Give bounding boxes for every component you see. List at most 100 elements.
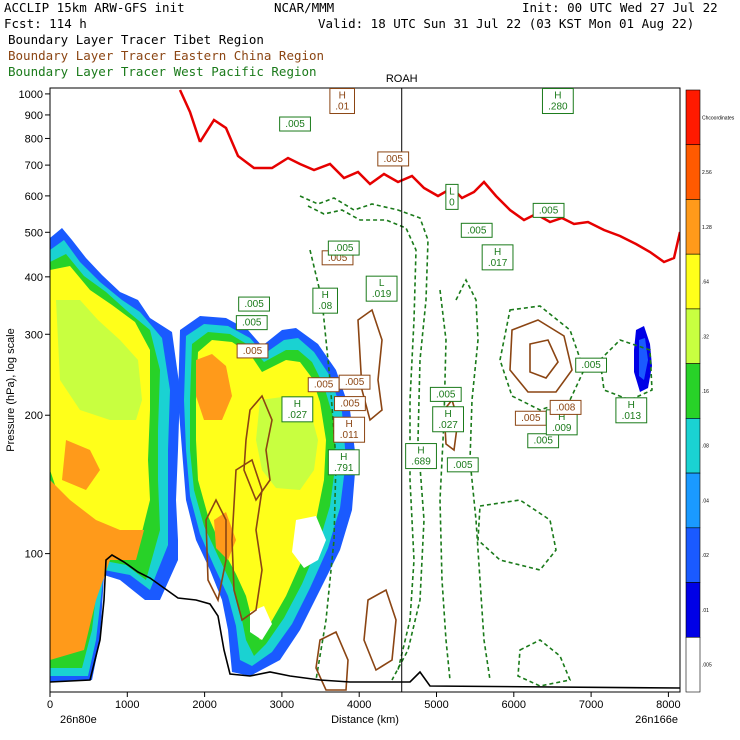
contour-label: H.08 — [312, 287, 338, 314]
contour-label: .005 — [307, 377, 340, 393]
x-axis: 0 1000 2000 3000 4000 5000 6000 7000 8000 — [47, 692, 681, 711]
colorbar-label: .64 — [702, 280, 709, 286]
contour-label: .005 — [238, 296, 270, 312]
svg-text:.005: .005 — [244, 299, 264, 310]
svg-text:.005: .005 — [242, 318, 262, 329]
header-title: ACCLIP 15km ARW-GFS init — [4, 0, 185, 15]
header-init: Init: 00 UTC Wed 27 Jul 22 — [522, 0, 718, 15]
svg-text:.011: .011 — [340, 430, 359, 441]
colorbar-label: 1.28 — [702, 225, 712, 231]
svg-text:.791: .791 — [334, 463, 354, 474]
contour-labels: H.791H.011.005.005H.689.005H.027.005.005… — [235, 88, 648, 476]
contour-label: H.013 — [615, 397, 648, 424]
colorbar-swatch — [685, 527, 701, 583]
colorbar-label: Chcoordinates — [702, 115, 735, 121]
contour-label: L.019 — [365, 275, 398, 302]
colorbar-swatch — [685, 472, 701, 529]
y-tick-label: 100 — [25, 549, 43, 561]
contour-label: H.280 — [541, 88, 574, 115]
westpac-contour-6 — [477, 499, 557, 571]
legend-tibet: Boundary Layer Tracer Tibet Region — [8, 32, 264, 47]
westpac-contour-7 — [599, 339, 653, 401]
contour-label: .005 — [235, 315, 268, 331]
header-forecast: Fcst: 114 h — [4, 16, 87, 31]
y-tick-label: 700 — [25, 160, 43, 172]
field-mid-orange2 — [214, 512, 236, 560]
svg-text:H: H — [417, 446, 424, 457]
svg-text:.01: .01 — [335, 102, 349, 113]
colorbar-label: .08 — [702, 444, 709, 450]
svg-text:.005: .005 — [533, 436, 553, 447]
y-axis-label: Pressure (hPa), log scale — [5, 328, 17, 452]
contour-label: H.791 — [327, 449, 360, 476]
contour-label: H.027 — [281, 396, 314, 423]
colorbar-swatch — [685, 253, 701, 310]
x-axis-label: Distance (km) — [331, 714, 399, 726]
svg-text:.08: .08 — [318, 301, 332, 312]
westpac-contour-4 — [439, 289, 451, 681]
svg-text:H: H — [554, 91, 561, 102]
field-hole-2 — [250, 606, 272, 640]
colorbar-swatch — [685, 363, 701, 419]
x-tick-label: 2000 — [192, 699, 216, 711]
svg-text:L: L — [449, 186, 455, 197]
contour-label: H.689 — [405, 443, 437, 470]
upper-red-line-left — [178, 89, 202, 143]
contour-label: .005 — [338, 374, 371, 390]
eastchina-contour-1 — [243, 394, 273, 502]
y-tick-label: 200 — [25, 410, 43, 422]
svg-text:L: L — [379, 278, 385, 289]
contour-label: .005 — [327, 240, 360, 256]
eastchina-contour-5 — [363, 588, 397, 672]
y-tick-label: 500 — [25, 227, 43, 239]
svg-text:.005: .005 — [314, 380, 334, 391]
contour-label: .005 — [532, 202, 565, 218]
colorbar-label: .01 — [702, 608, 709, 614]
svg-text:.005: .005 — [581, 360, 601, 371]
station-label: ROAH — [386, 73, 418, 85]
tracer-field — [50, 228, 652, 682]
svg-text:.005: .005 — [521, 413, 541, 424]
svg-text:.013: .013 — [622, 411, 642, 422]
contour-label: .005 — [279, 116, 311, 132]
colorbar-swatch — [685, 89, 701, 146]
contour-label: .005 — [377, 151, 410, 167]
x-tick-label: 6000 — [502, 699, 526, 711]
westpac-contour-5 — [455, 278, 491, 681]
svg-text:0: 0 — [449, 197, 455, 208]
field-mid-orange — [196, 354, 232, 420]
svg-text:.005: .005 — [383, 154, 403, 165]
legend-west-pacific: Boundary Layer Tracer West Pacific Regio… — [8, 64, 317, 79]
field-right-blob-inner — [639, 338, 648, 380]
eastchina-contour-8 — [529, 339, 559, 379]
svg-text:H: H — [339, 91, 346, 102]
contour-label: .005 — [236, 343, 269, 359]
y-tick-label: 600 — [25, 191, 43, 203]
svg-text:.280: .280 — [548, 102, 568, 113]
contour-label: .005 — [446, 457, 479, 473]
colorbar: Chcoordinates 2.56 1.28 .64 .32 .16 .08 .04 .02.… — [685, 89, 735, 693]
colorbar-swatch — [685, 308, 701, 364]
legend-eastern-china: Boundary Layer Tracer Eastern China Regi… — [8, 48, 324, 63]
contour-label: .005 — [527, 433, 560, 449]
colorbar-swatch — [685, 636, 701, 693]
svg-text:.009: .009 — [552, 423, 572, 434]
svg-text:.019: .019 — [372, 289, 392, 300]
x-tick-label: 4000 — [347, 699, 371, 711]
contour-label: .005 — [429, 386, 462, 402]
y-tick-label: 400 — [25, 272, 43, 284]
eastchina-contour-7 — [509, 319, 573, 393]
colorbar-label: 2.56 — [702, 170, 712, 176]
svg-text:.027: .027 — [288, 410, 308, 421]
y-tick-label: 1000 — [19, 89, 43, 101]
y-axis: 100 200 300 400 500 600 700 800 900 1000 — [19, 89, 50, 561]
upper-red-line — [198, 118, 680, 264]
westpac-contour-8 — [499, 305, 585, 411]
eastchina-contour-6 — [315, 630, 349, 691]
contour-label: .005 — [460, 222, 493, 238]
svg-text:H: H — [444, 409, 451, 420]
contour-label: L0 — [445, 183, 459, 210]
westpac-contour-1 — [299, 195, 429, 681]
y-tick-label: 900 — [25, 110, 43, 122]
